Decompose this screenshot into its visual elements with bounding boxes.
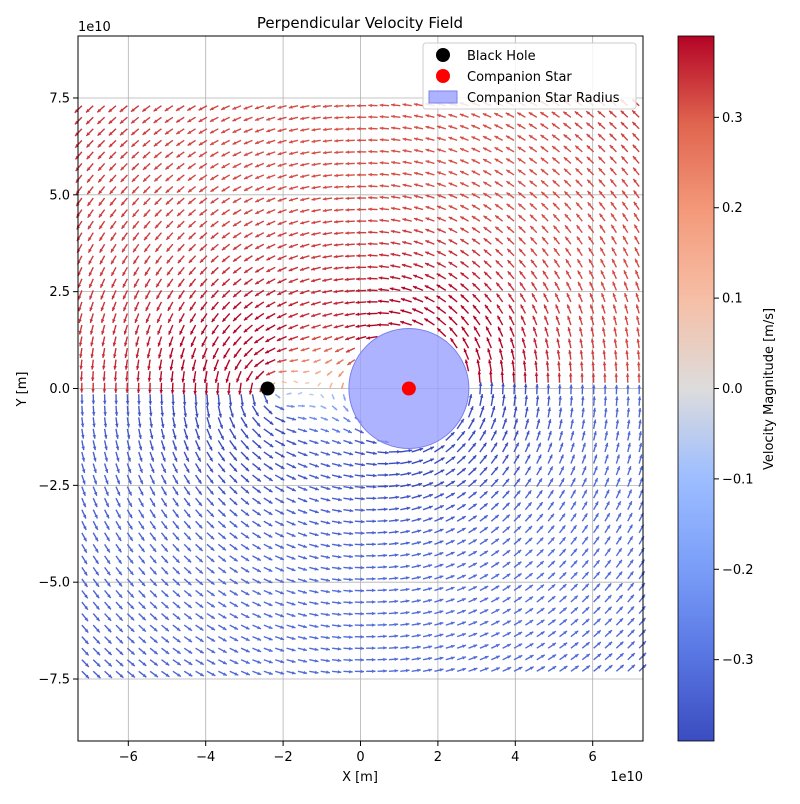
colorbar-label: Velocity Magnitude [m/s] <box>762 308 777 470</box>
x-tick-label: −4 <box>196 750 215 765</box>
colorbar-tick-label: −0.2 <box>722 563 754 578</box>
y-tick-label: 5.0 <box>49 188 70 203</box>
legend-companion-star-marker <box>436 69 450 83</box>
x-tick-label: −2 <box>274 750 293 765</box>
y-tick-label: 2.5 <box>49 285 70 300</box>
legend-star-radius-label: Companion Star Radius <box>467 91 620 106</box>
y-tick-label: 7.5 <box>49 91 70 106</box>
y-tick-label: −2.5 <box>38 479 70 494</box>
legend: Black Hole Companion Star Companion Star… <box>423 43 636 109</box>
y-tick-label: 0.0 <box>49 382 70 397</box>
x-tick-label: 4 <box>511 750 519 765</box>
colorbar: −0.3 −0.2 −0.1 0.0 0.1 0.2 0.3 Velocity Magnit… <box>678 36 777 741</box>
x-tick-label: 2 <box>434 750 442 765</box>
y-tick-label: −5.0 <box>38 576 70 591</box>
companion-star-marker <box>402 382 416 396</box>
x-axis-label: X [m] <box>342 770 378 785</box>
x-tick-label: 6 <box>589 750 597 765</box>
x-exponent-label: 1e10 <box>610 770 643 785</box>
chart-title: Perpendicular Velocity Field <box>257 14 463 32</box>
colorbar-tick-label: −0.1 <box>722 472 754 487</box>
legend-star-radius-patch <box>429 91 457 103</box>
colorbar-tick-label: 0.0 <box>722 382 743 397</box>
legend-black-hole-marker <box>436 48 450 62</box>
y-tick-label: −7.5 <box>38 673 70 688</box>
y-ticks: −7.5 −5.0 −2.5 0.0 2.5 5.0 7.5 <box>38 91 78 687</box>
y-axis-label: Y [m] <box>15 372 30 408</box>
colorbar-ticks: −0.3 −0.2 −0.1 0.0 0.1 0.2 0.3 <box>714 111 754 668</box>
colorbar-tick-label: 0.3 <box>722 111 743 126</box>
black-hole-marker <box>261 382 275 396</box>
colorbar-tick-label: 0.2 <box>722 201 743 216</box>
colorbar-tick-label: 0.1 <box>722 292 743 307</box>
colorbar-gradient <box>678 36 714 741</box>
y-exponent-label: 1e10 <box>78 20 111 35</box>
legend-black-hole-label: Black Hole <box>467 49 536 64</box>
x-ticks: −6 −4 −2 0 2 4 6 <box>119 741 597 765</box>
legend-companion-star-label: Companion Star <box>467 70 572 85</box>
plot-area <box>75 36 646 741</box>
x-tick-label: 0 <box>356 750 364 765</box>
x-tick-label: −6 <box>119 750 138 765</box>
colorbar-tick-label: −0.3 <box>722 653 754 668</box>
